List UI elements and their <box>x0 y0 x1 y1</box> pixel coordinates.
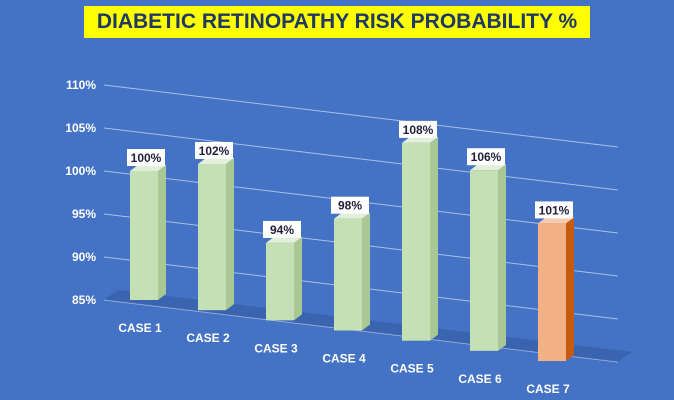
data-label: 108% <box>399 120 437 138</box>
data-label: 94% <box>263 220 301 238</box>
bar-top <box>334 212 370 219</box>
y-tick-label: 110% <box>66 78 96 92</box>
data-label-text: 108% <box>403 123 434 137</box>
bar <box>334 212 370 331</box>
bar <box>266 236 302 321</box>
y-tick-label: 90% <box>72 250 96 264</box>
x-tick-label: CASE 4 <box>322 352 366 366</box>
bar-side <box>158 165 166 300</box>
bar-top <box>538 217 574 224</box>
bar-side <box>498 164 506 351</box>
bar-side <box>294 236 302 321</box>
x-tick-label: CASE 3 <box>254 341 298 355</box>
y-tick-label: 105% <box>65 121 96 135</box>
data-label-text: 102% <box>199 144 230 158</box>
x-tick-label: CASE 6 <box>458 372 502 386</box>
data-label-box <box>467 148 505 166</box>
y-axis-tick-labels: 85% 90% 95% 100% 105% 110% <box>65 78 96 307</box>
bar <box>130 165 166 300</box>
bar-front <box>198 163 226 311</box>
data-label: 106% <box>467 148 505 166</box>
bar-side <box>566 217 574 361</box>
data-label-box <box>331 196 369 214</box>
bar-front <box>402 142 430 341</box>
data-label-box <box>127 149 165 166</box>
bar-front <box>266 242 294 321</box>
bars: 100% 102% 94% 98% 108% 106% 101% <box>127 120 574 361</box>
chart-title: DIABETIC RETINOPATHY RISK PROBABILITY % <box>96 10 578 33</box>
gridline <box>103 84 619 148</box>
data-label-box <box>195 141 233 159</box>
x-tick-label: CASE 5 <box>390 362 434 376</box>
bar-top <box>470 164 506 171</box>
data-label: 102% <box>195 141 233 159</box>
data-label: 101% <box>535 201 573 219</box>
bar-front <box>334 218 362 331</box>
y-tick-label: 95% <box>72 207 96 221</box>
bar-front <box>538 223 566 361</box>
bar-side <box>430 136 438 341</box>
y-tick-label: 100% <box>65 164 96 178</box>
gridline <box>103 127 619 191</box>
bar <box>538 217 574 361</box>
data-label-text: 106% <box>471 150 502 164</box>
data-label-text: 101% <box>539 203 570 217</box>
bar-top <box>402 136 438 143</box>
data-label: 98% <box>331 196 369 214</box>
bar <box>470 164 506 351</box>
bar-front <box>130 171 158 300</box>
bar-side <box>226 157 234 311</box>
bar-side <box>362 212 370 331</box>
x-axis-tick-labels: CASE 1 CASE 2 CASE 3 CASE 4 CASE 5 CASE 6 CASE… <box>118 321 570 396</box>
data-label-text: 98% <box>338 199 362 213</box>
bar-top <box>130 165 166 171</box>
x-tick-label: CASE 7 <box>526 382 570 396</box>
data-label-box <box>263 220 301 238</box>
data-label-box <box>399 120 437 138</box>
x-tick-label: CASE 2 <box>186 331 230 345</box>
bar <box>402 136 438 341</box>
data-label-text: 94% <box>270 223 294 237</box>
bar-top <box>198 157 234 164</box>
y-tick-label: 85% <box>72 293 96 307</box>
bar <box>198 157 234 311</box>
bar-front <box>470 170 498 351</box>
x-tick-label: CASE 1 <box>118 321 162 335</box>
data-label-text: 100% <box>131 151 162 165</box>
data-label-box <box>535 201 573 219</box>
gridline <box>103 299 619 363</box>
data-label: 100% <box>127 149 165 166</box>
bar-top <box>266 236 302 243</box>
chart-title-box: DIABETIC RETINOPATHY RISK PROBABILITY % <box>84 6 590 38</box>
